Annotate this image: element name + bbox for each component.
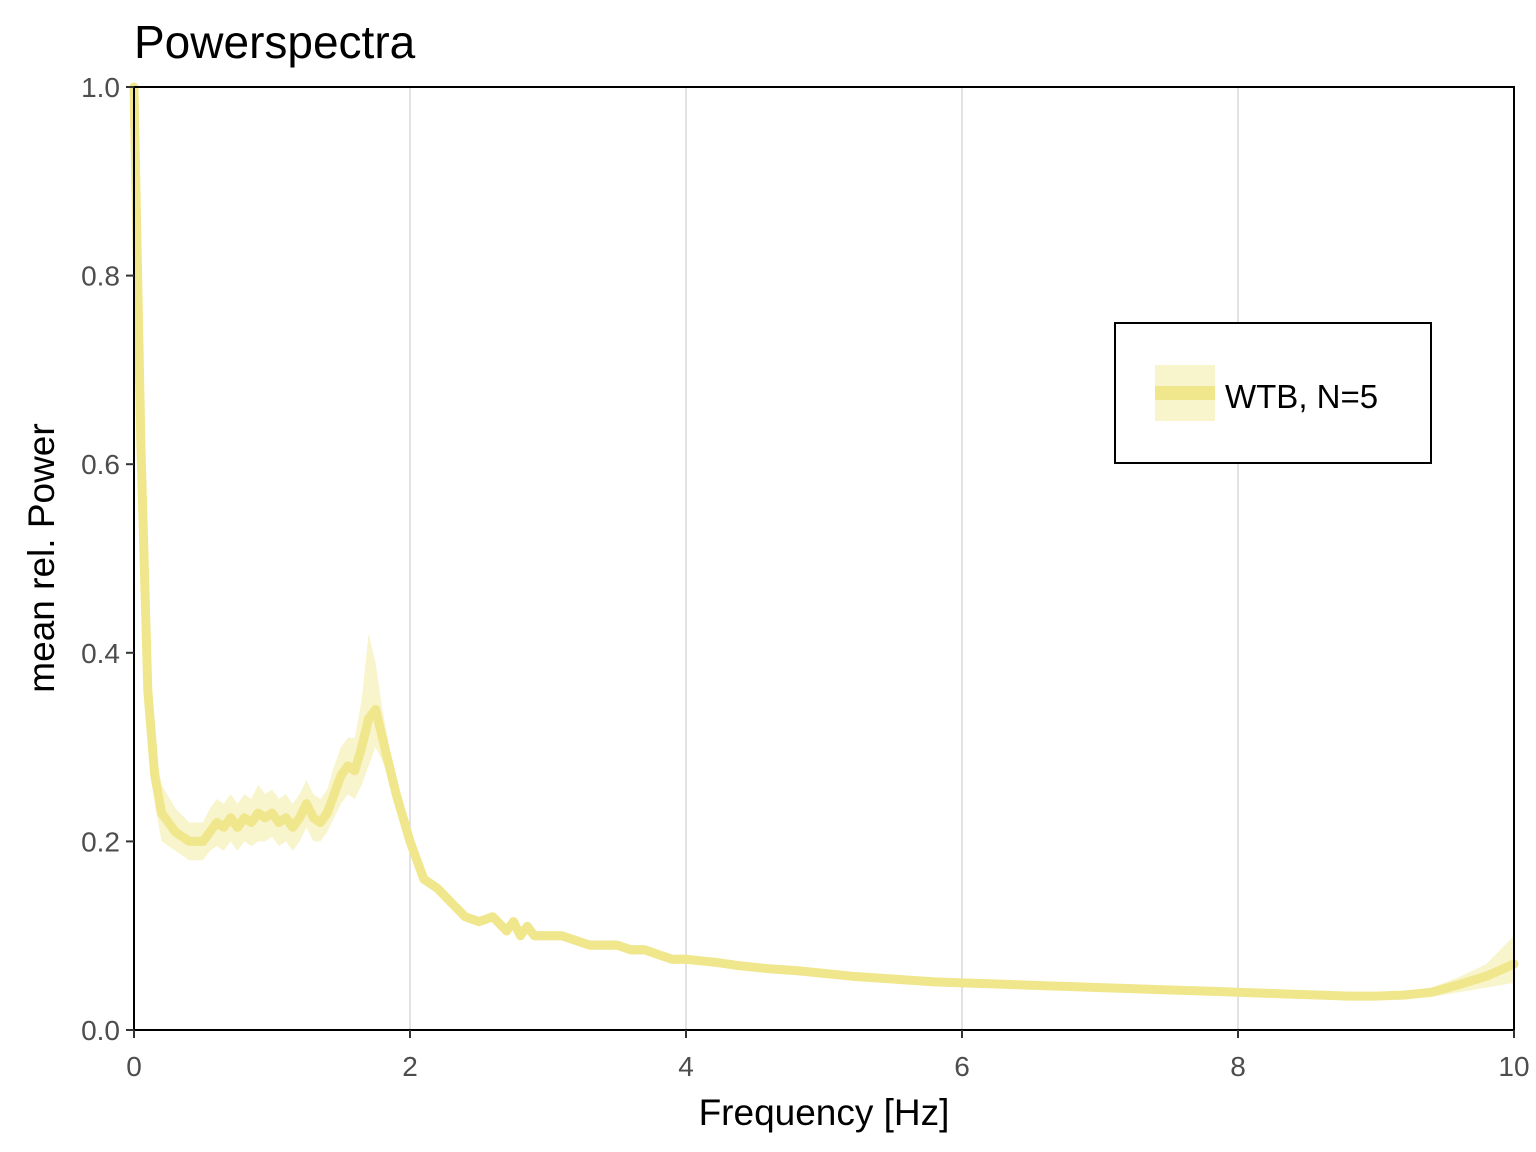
x-axis-ticks: 0 2 4 6 8 10 <box>126 1030 1530 1082</box>
grid-lines <box>133 87 1515 1030</box>
mean-line-layer <box>129 82 1519 1001</box>
y-tick-label-1: 0.2 <box>81 826 120 857</box>
y-axis-label: mean rel. Power <box>21 423 62 692</box>
chart-title: Powerspectra <box>134 16 416 68</box>
plot-frame <box>133 86 1515 1031</box>
y-tick-label-4: 0.8 <box>81 261 120 292</box>
y-axis-ticks: 0.0 0.2 0.4 0.6 0.8 1.0 <box>81 72 134 1046</box>
y-tick-label-2: 0.4 <box>81 638 120 669</box>
legend-label: WTB, N=5 <box>1225 378 1378 415</box>
error-band-layer <box>134 87 1514 1000</box>
legend: WTB, N=5 <box>1114 322 1432 464</box>
y-tick-label-3: 0.6 <box>81 449 120 480</box>
mean-line-0 <box>129 82 1519 1001</box>
x-axis-label: Frequency [Hz] <box>699 1092 950 1133</box>
x-tick-label-1: 2 <box>402 1051 418 1082</box>
x-tick-label-4: 8 <box>1230 1051 1246 1082</box>
y-tick-label-0: 0.0 <box>81 1015 120 1046</box>
x-tick-label-5: 10 <box>1498 1051 1529 1082</box>
x-tick-label-2: 4 <box>678 1051 694 1082</box>
legend-box <box>1114 322 1432 464</box>
x-tick-label-3: 6 <box>954 1051 970 1082</box>
x-tick-label-0: 0 <box>126 1051 142 1082</box>
error-band-0 <box>134 87 1514 1000</box>
y-tick-label-5: 1.0 <box>81 72 120 103</box>
